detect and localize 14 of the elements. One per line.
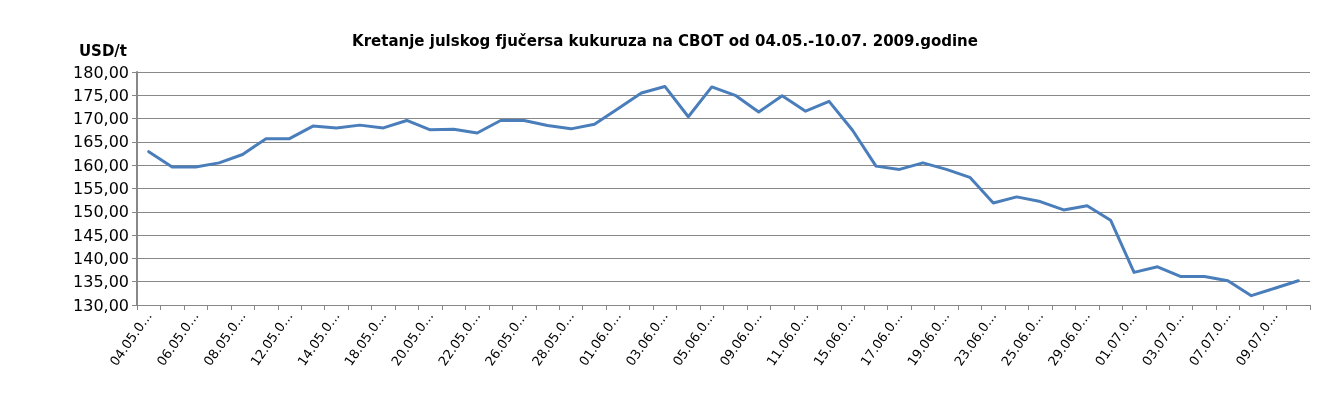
y-tick-label: 170,00: [73, 109, 129, 129]
y-tick-label: 155,00: [73, 179, 129, 198]
y-tick-label: 135,00: [73, 272, 129, 292]
y-tick-label: 140,00: [73, 248, 129, 268]
line-series: [147, 84, 1300, 298]
y-tick-label: 130,00: [73, 295, 129, 315]
y-tick-label: 175,00: [73, 85, 129, 105]
y-axis-title: USD/t: [78, 41, 127, 60]
chart-title: Kretanje julskog fjučersa kukuruza na CBOT od 04.05.-10.07. 2009.godine: [352, 31, 978, 50]
y-tick-label: 145,00: [73, 225, 129, 245]
y-tick-label: 160,00: [73, 155, 129, 175]
y-tick-label: 165,00: [73, 132, 129, 152]
y-tick-label: 150,00: [73, 202, 129, 222]
y-tick-label: 180,00: [73, 62, 129, 82]
